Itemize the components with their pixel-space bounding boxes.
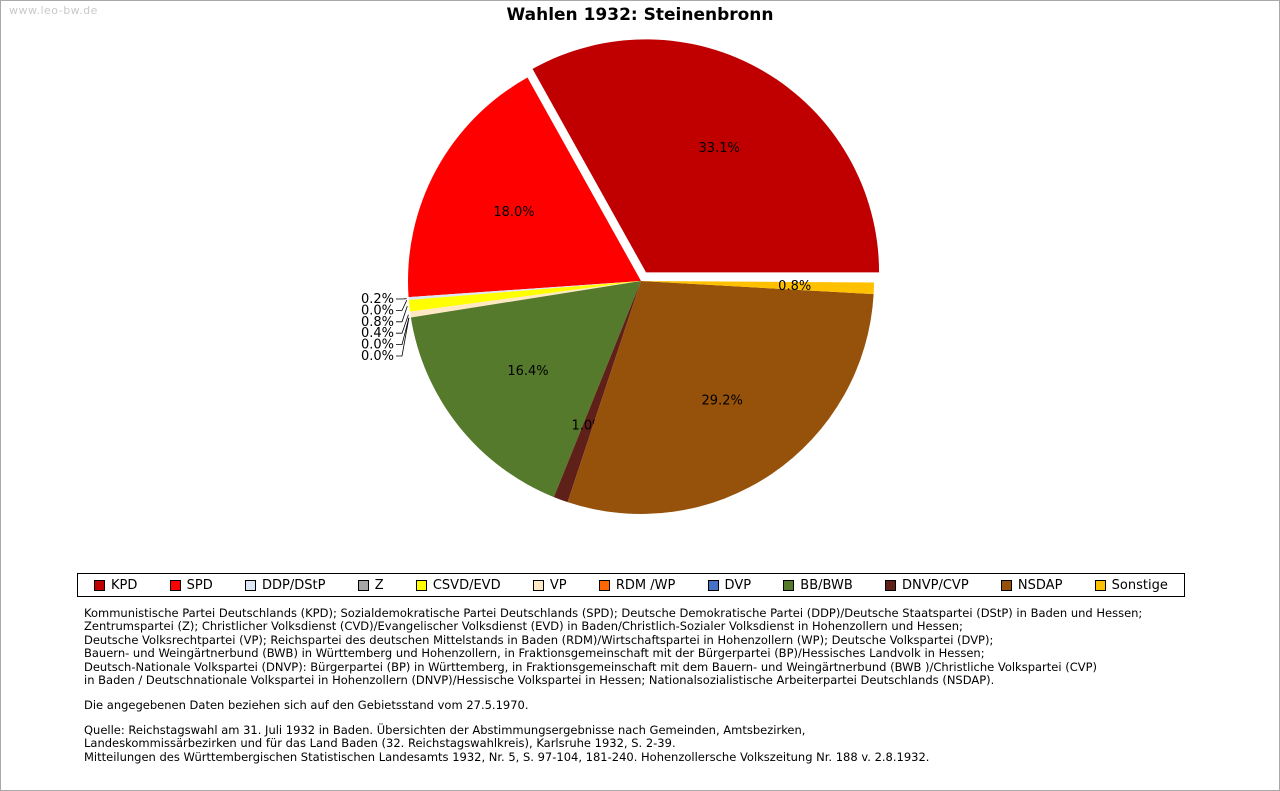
source-line: Quelle: Reichstagswahl am 31. Juli 1932 … [84, 723, 806, 737]
legend-label: DDP/DStP [261, 577, 326, 593]
legend-color-swatch [357, 579, 369, 591]
pie-slice-nsdap [567, 281, 874, 515]
legend-color-swatch [94, 579, 105, 591]
legend-label: Z [374, 577, 384, 593]
legend: KPD SPD DDP/DStP Z CSVD/EVD VP RDM /WP DVP BB/BW… [77, 573, 1185, 597]
legend-color-swatch [1000, 579, 1012, 591]
pie-slice-bb-bwb [410, 281, 641, 498]
pie-value-label-bb-bwb: 16.4% [507, 364, 548, 379]
legend-label: BB/BWB [800, 577, 853, 593]
legend-item-z: Z [357, 577, 384, 593]
source-line: Mitteilungen des Württembergischen Stati… [84, 749, 930, 764]
legend-color-swatch [169, 579, 181, 591]
pie-value-label-vp: 0.4% [361, 326, 394, 341]
pie-value-label-spd: 18.0% [493, 205, 534, 220]
pie-chart-svg: 33.1%18.0%16.4%1.0%29.2%0.8%0.2%0.0%0.8%… [361, 39, 880, 515]
pie-value-label-z: 0.0% [361, 303, 394, 318]
legend-color-swatch [783, 579, 795, 591]
leo-bw-watermark: www.leo-bw.de [9, 4, 98, 17]
legend-color-swatch [707, 579, 719, 591]
legend-item-bb-bwb: BB/BWB [783, 577, 853, 593]
gebietsstand-note: Die angegebenen Daten beziehen sich auf … [84, 698, 529, 712]
note-line: Zentrumspartei (Z); Christlicher Volksdi… [84, 619, 963, 634]
note-line: Bauern- und Weingärtnerbund (BWB) in Wür… [84, 646, 985, 661]
legend-item-nsdap: NSDAP [1000, 577, 1063, 593]
legend-color-swatch [244, 579, 256, 591]
pie-leader-line-rdm-wp [396, 317, 410, 346]
pie-value-label-nsdap: 29.2% [702, 394, 743, 409]
pie-slice-kpd [532, 39, 880, 273]
legend-item-spd: SPD [169, 577, 213, 593]
pie-slice-spd [408, 77, 641, 298]
legend-item-vp: VP [532, 577, 567, 593]
pie-slice-vp [410, 281, 641, 318]
pie-value-label-rdm-wp: 0.0% [361, 338, 394, 353]
note-line: in Baden / Deutschnationale Volkspartei … [84, 673, 995, 688]
legend-color-swatch [885, 579, 896, 591]
legend-item-dvp: DVP [707, 577, 752, 593]
legend-color-swatch [1094, 579, 1106, 591]
pie-value-label-csvd-evd: 0.8% [361, 315, 394, 330]
pie-leader-line-csvd-evd [396, 305, 408, 323]
pie-value-label-kpd: 33.1% [699, 141, 740, 156]
legend-label: DNVP/CVP [902, 577, 969, 593]
legend-item-csvd-evd: CSVD/EVD [415, 577, 501, 593]
pie-slice-dnvp-cvp [553, 281, 641, 503]
pie-slice-ddp-dstp [408, 281, 641, 301]
legend-label: CSVD/EVD [432, 577, 501, 593]
legend-color-swatch [532, 579, 544, 591]
legend-label: VP [549, 577, 567, 593]
pie-value-label-ddp-dstp: 0.2% [361, 292, 394, 307]
legend-item-sonstige: Sonstige [1094, 577, 1168, 593]
legend-item-rdm-wp: RDM /WP [598, 577, 676, 593]
legend-label: RDM /WP [615, 577, 676, 593]
legend-item-kpd: KPD [94, 578, 137, 593]
note-line: Deutsch-Nationale Volkspartei (DNVP): Bü… [84, 659, 1098, 674]
pie-leader-line-dvp [396, 317, 410, 357]
source-note: Quelle: Reichstagswahl am 31. Juli 1932 … [84, 723, 930, 764]
pie-leader-line-vp [396, 314, 409, 334]
pie-slice-csvd-evd [408, 281, 641, 312]
legend-color-swatch [415, 579, 427, 591]
legend-item-ddp-dstp: DDP/DStP [244, 577, 326, 593]
pie-value-label-dvp: 0.0% [361, 349, 394, 364]
note-line: Kommunistische Partei Deutschlands (KPD)… [84, 606, 1143, 620]
legend-item-dnvp-cvp: DNVP/CVP [885, 578, 969, 593]
legend-label: DVP [724, 577, 752, 593]
legend-label: Sonstige [1111, 577, 1168, 593]
legend-label: SPD [186, 577, 213, 593]
legend-label: KPD [111, 577, 138, 593]
legend-color-swatch [598, 579, 610, 591]
party-abbreviation-notes: Kommunistische Partei Deutschlands (KPD)… [84, 606, 1143, 688]
pie-value-label-sonstige: 0.8% [778, 279, 811, 294]
chart-title: Wahlen 1932: Steinenbronn [506, 5, 774, 25]
source-line: Landeskommissärbezirken und für das Land… [84, 736, 676, 751]
note-line: Deutsche Volksrechtpartei (VP); Reichspa… [84, 632, 994, 647]
legend-label: NSDAP [1017, 577, 1063, 593]
pie-slice-sonstige [641, 281, 874, 295]
pie-leader-line-z [396, 300, 408, 311]
